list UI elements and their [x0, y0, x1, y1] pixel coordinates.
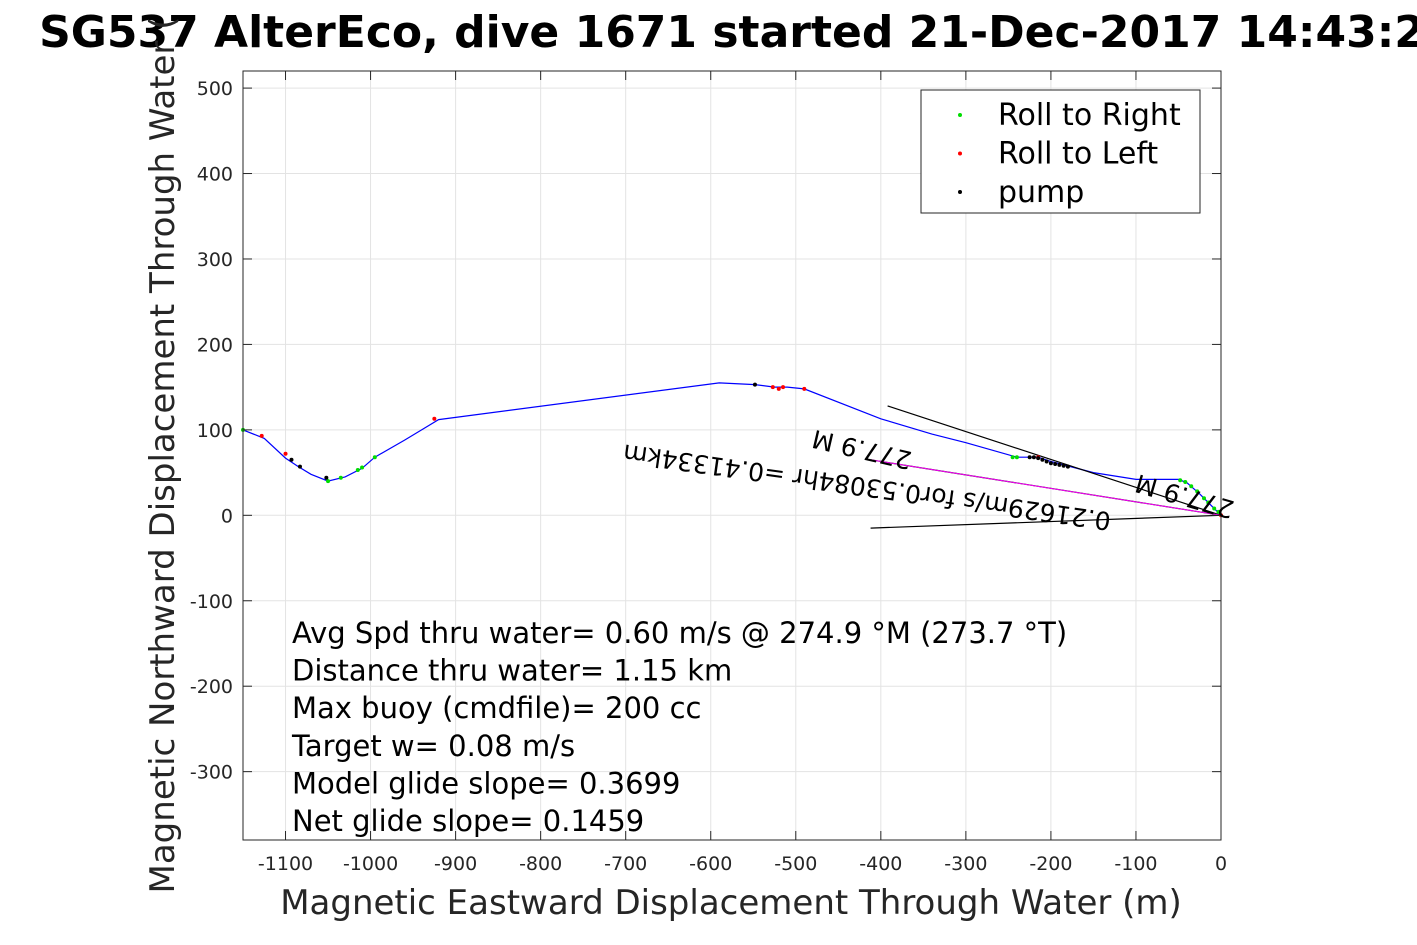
pump-point [1027, 455, 1032, 460]
roll-right-point [1178, 478, 1183, 483]
annotation-line: Net glide slope= 0.1459 [292, 804, 644, 838]
x-tick-label: -100 [1114, 853, 1157, 875]
annotation-line: Target w= 0.08 m/s [291, 729, 575, 763]
roll-right-point [1010, 455, 1015, 460]
roll-right-point [1212, 506, 1217, 511]
current-vector-line [887, 405, 1222, 516]
y-tick-label: 400 [197, 164, 233, 186]
y-tick-label: 200 [197, 334, 233, 356]
pump-point [1053, 462, 1058, 467]
pump-point [1061, 463, 1066, 468]
pump-point [1048, 461, 1053, 466]
pump-point [1036, 456, 1041, 461]
x-tick-label: 0 [1215, 853, 1227, 875]
pump-point [297, 464, 302, 469]
x-tick-label: -900 [434, 853, 477, 875]
y-tick-label: 500 [197, 78, 233, 100]
pump-point [324, 475, 329, 480]
y-tick-label: -300 [190, 762, 233, 784]
roll-left-point [283, 451, 288, 456]
roll-right-point [326, 479, 331, 484]
roll-left-point [781, 385, 786, 390]
legend-label: pump [998, 175, 1084, 210]
y-tick-label: 100 [197, 420, 233, 442]
model-track-line [870, 459, 1222, 516]
y-tick-label: 300 [197, 249, 233, 271]
pump-point [289, 457, 294, 462]
roll-right-point [1216, 509, 1221, 514]
roll-left-point [776, 386, 781, 391]
roll-right-point [1201, 496, 1206, 501]
x-tick-label: -200 [1029, 853, 1072, 875]
pump-point [752, 382, 757, 387]
y-tick-label: 0 [221, 505, 233, 527]
legend-box [920, 89, 1201, 214]
roll-left-point [802, 386, 807, 391]
roll-right-point [1014, 455, 1019, 460]
legend-label: Roll to Right [998, 98, 1181, 133]
x-tick-label: -1000 [343, 853, 398, 875]
y-tick-label: -100 [190, 591, 233, 613]
annotation-line: Avg Spd thru water= 0.60 m/s @ 274.9 °M … [292, 616, 1067, 650]
y-axis-label: Magnetic Northward Displacement Through … [143, 17, 183, 894]
chart-title: SG537 AlterEco, dive 1671 started 21-Dec… [39, 7, 1417, 58]
legend-marker [958, 113, 962, 117]
stats-annotations: Avg Spd thru water= 0.60 m/s @ 274.9 °M … [291, 616, 1067, 838]
annotation-line: Model glide slope= 0.3699 [292, 766, 680, 800]
axis-ticks: -1100 -1000 -900 -800 -700 -600 -500 -400 -300 -2… [190, 71, 1227, 875]
annotation-line: Max buoy (cmdfile)= 200 cc [292, 691, 701, 725]
roll-right-point [355, 468, 360, 473]
roll-right-point [1189, 484, 1194, 489]
roll-right-point [360, 465, 365, 470]
pump-point [1044, 459, 1049, 464]
x-tick-label: -500 [774, 853, 817, 875]
roll-right-point [1195, 489, 1200, 494]
x-tick-label: -700 [604, 853, 647, 875]
pump-point [1031, 455, 1036, 460]
pump-point [1040, 457, 1045, 462]
x-tick-label: -800 [519, 853, 562, 875]
x-tick-label: -400 [859, 853, 902, 875]
pump-point [1057, 462, 1062, 467]
x-tick-label: -600 [689, 853, 732, 875]
x-axis-label: Magnetic Eastward Displacement Through W… [280, 883, 1182, 923]
roll-left-point [259, 433, 264, 438]
roll-right-point [372, 455, 377, 460]
marker-layer [241, 382, 1223, 518]
roll-left-point [770, 385, 775, 390]
plot-frame [242, 70, 1222, 841]
roll-right-point [338, 475, 343, 480]
legend-label: Roll to Left [998, 137, 1158, 172]
legend-marker [958, 190, 962, 194]
pump-point [1065, 464, 1070, 469]
x-tick-label: -300 [944, 853, 987, 875]
legend-marker [958, 151, 962, 156]
x-tick-label: -1100 [258, 853, 313, 875]
annotation-line: Distance thru water= 1.15 km [292, 654, 732, 688]
roll-left-point [432, 416, 437, 421]
current-vector-line [870, 514, 1222, 529]
roll-right-point [1183, 479, 1188, 484]
y-tick-label: -200 [190, 676, 233, 698]
roll-right-point [1206, 500, 1211, 505]
